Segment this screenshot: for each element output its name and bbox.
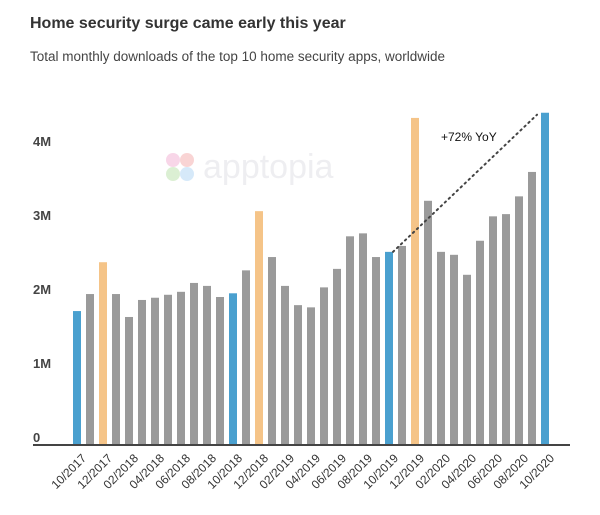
apptopia-logo: apptopia (166, 148, 334, 186)
bar-02-2019 (281, 285, 289, 445)
bar-05-2018 (164, 294, 172, 445)
bar-02-2018 (125, 316, 133, 445)
bar-10-2020 (541, 112, 549, 446)
bar-06-2018 (177, 291, 185, 445)
y-tick-label: 3M (33, 208, 51, 223)
bar-03-2020 (450, 254, 458, 445)
bar-10-2017 (73, 311, 81, 445)
bar-07-2018 (190, 282, 198, 445)
bar-02-2020 (437, 251, 445, 445)
bar-03-2018 (138, 299, 146, 445)
bar-01-2018 (112, 294, 120, 445)
bar-09-2020 (528, 171, 536, 445)
bar-01-2020 (424, 200, 432, 445)
watermark-text: apptopia (203, 148, 334, 186)
bar-06-2019 (333, 268, 341, 445)
bar-05-2019 (320, 287, 328, 445)
bar-04-2019 (307, 307, 315, 445)
bar-10-2018 (229, 293, 237, 445)
bar-05-2020 (476, 240, 484, 445)
bar-04-2020 (463, 274, 471, 445)
bar-11-2017 (86, 294, 94, 445)
bar-08-2018 (203, 285, 211, 445)
bar-06-2020 (489, 216, 497, 445)
bar-09-2018 (216, 297, 224, 445)
bar-04-2018 (151, 297, 159, 445)
y-tick-label: 4M (33, 134, 51, 149)
bar-07-2019 (346, 236, 354, 445)
bar-12-2019 (411, 117, 419, 446)
y-tick-label: 2M (33, 282, 51, 297)
bar-10-2019 (385, 251, 393, 445)
bar-03-2019 (294, 305, 302, 445)
bar-01-2019 (268, 257, 276, 445)
bar-12-2017 (99, 262, 107, 445)
yoy-trend-line (392, 113, 538, 253)
bar-09-2019 (372, 257, 380, 445)
y-tick-label: 0 (33, 430, 40, 445)
y-tick-label: 1M (33, 356, 51, 371)
bar-08-2020 (515, 196, 523, 445)
yoy-annotation: +72% YoY (441, 130, 497, 144)
bar-11-2019 (398, 245, 406, 445)
bar-12-2018 (255, 211, 263, 445)
bar-08-2019 (359, 233, 367, 445)
bar-11-2018 (242, 270, 250, 445)
bar-07-2020 (502, 214, 510, 445)
chart-subtitle: Total monthly downloads of the top 10 ho… (30, 49, 445, 64)
chart-title: Home security surge came early this year (30, 15, 346, 32)
